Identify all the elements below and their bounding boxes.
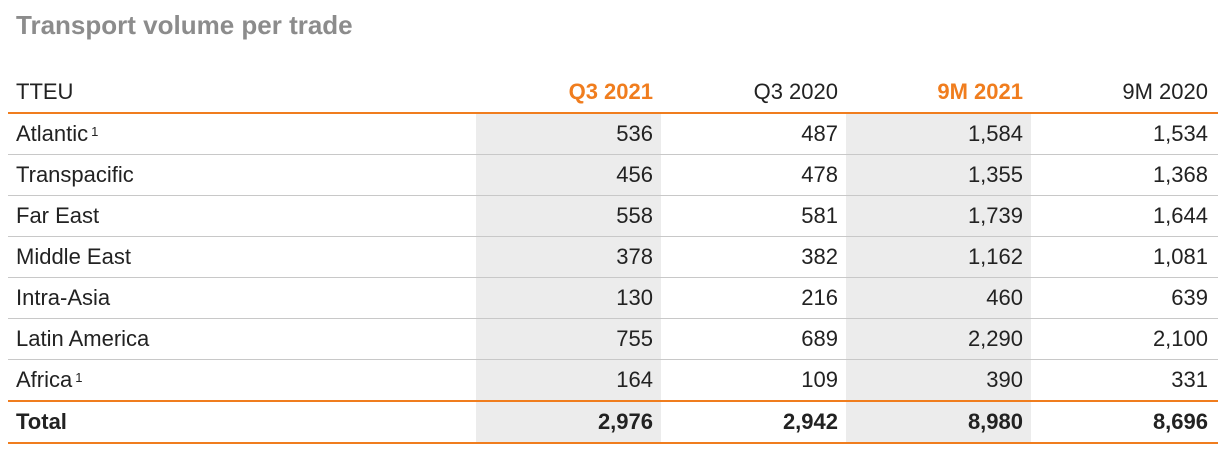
table-row: Africa 1 164 109 390 331 [8, 360, 1218, 402]
table-cell: 1,534 [1152, 121, 1208, 146]
total-cell: 8,980 [846, 402, 1031, 442]
unit-label: TTEU [16, 79, 74, 104]
column-header: 9M 2020 [1122, 79, 1208, 104]
row-label: Africa 1 [16, 367, 83, 392]
table-cell: 2,290 [846, 319, 1031, 359]
footnote-marker: 1 [91, 123, 99, 139]
column-header: Q3 2021 [568, 79, 653, 104]
row-label: Atlantic 1 [16, 121, 99, 146]
table-cell: 2,100 [1152, 326, 1208, 351]
table-cell: 536 [476, 114, 661, 154]
total-cell: 8,696 [1152, 409, 1208, 434]
row-label: Middle East [16, 244, 131, 269]
table-cell: 689 [801, 326, 838, 351]
table-cell: 755 [476, 319, 661, 359]
total-cell: 2,942 [782, 409, 838, 434]
column-header: Q3 2020 [753, 79, 838, 104]
table-cell: 1,162 [846, 237, 1031, 277]
table-row: Latin America 755 689 2,290 2,100 [8, 319, 1218, 360]
table-cell: 164 [476, 360, 661, 400]
row-label: Far East [16, 203, 100, 228]
table-header-row: TTEU Q3 2021 Q3 2020 9M 2021 9M 2020 [8, 72, 1218, 114]
table-cell: 130 [476, 278, 661, 318]
table-cell: 216 [801, 285, 838, 310]
table-row: Middle East 378 382 1,162 1,081 [8, 237, 1218, 278]
table-cell: 487 [801, 121, 838, 146]
total-cell: 2,976 [476, 402, 661, 442]
table-cell: 1,644 [1152, 203, 1208, 228]
table-row: Far East 558 581 1,739 1,644 [8, 196, 1218, 237]
footnote-marker: 1 [75, 369, 83, 385]
table-cell: 331 [1171, 367, 1208, 392]
row-label: Intra-Asia [16, 285, 111, 310]
table-row: Atlantic 1 536 487 1,584 1,534 [8, 114, 1218, 155]
table-cell: 1,584 [846, 114, 1031, 154]
row-label: Transpacific [16, 162, 134, 187]
table-cell: 581 [801, 203, 838, 228]
column-header: 9M 2021 [937, 79, 1023, 104]
table-cell: 382 [801, 244, 838, 269]
total-row: Total 2,976 2,942 8,980 8,696 [8, 402, 1218, 444]
table-cell: 390 [846, 360, 1031, 400]
table-cell: 109 [801, 367, 838, 392]
table-cell: 1,739 [846, 196, 1031, 236]
table-cell: 558 [476, 196, 661, 236]
table-cell: 1,081 [1152, 244, 1208, 269]
row-label: Latin America [16, 326, 150, 351]
table-cell: 456 [476, 155, 661, 195]
table-cell: 460 [846, 278, 1031, 318]
table-cell: 639 [1171, 285, 1208, 310]
table-cell: 1,368 [1152, 162, 1208, 187]
table-row: Transpacific 456 478 1,355 1,368 [8, 155, 1218, 196]
table-row: Intra-Asia 130 216 460 639 [8, 278, 1218, 319]
table-cell: 378 [476, 237, 661, 277]
table-cell: 478 [801, 162, 838, 187]
total-label: Total [16, 409, 67, 434]
table-cell: 1,355 [846, 155, 1031, 195]
transport-volume-table: TTEU Q3 2021 Q3 2020 9M 2021 9M 2020 Atl… [8, 72, 1218, 444]
page-title: Transport volume per trade [16, 10, 353, 40]
